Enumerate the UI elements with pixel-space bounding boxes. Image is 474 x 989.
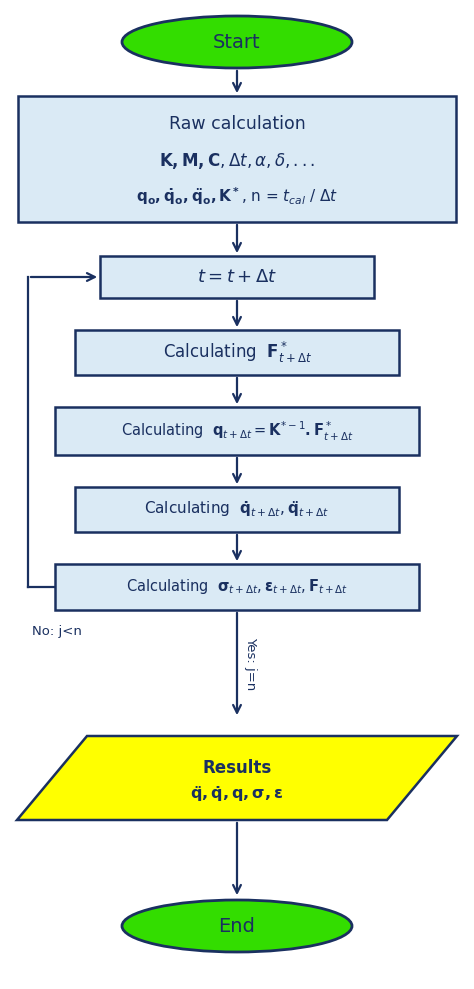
FancyBboxPatch shape [55,564,419,610]
FancyBboxPatch shape [100,256,374,298]
Text: $\mathbf{q_o,\dot{q}_o,\ddot{q}_o,K^*}$, n = $t_{cal}$ / $\Delta t$: $\mathbf{q_o,\dot{q}_o,\ddot{q}_o,K^*}$,… [136,185,338,207]
FancyBboxPatch shape [75,330,399,375]
Text: Raw calculation: Raw calculation [169,115,305,133]
Text: $t = t + \Delta t$: $t = t + \Delta t$ [197,268,277,286]
Text: Calculating  $\mathbf{F}^*_{t+\Delta t}$: Calculating $\mathbf{F}^*_{t+\Delta t}$ [163,340,311,365]
Text: Yes: j=n: Yes: j=n [244,637,257,690]
Text: Calculating  $\mathbf{\sigma}_{t+\Delta t},\mathbf{\varepsilon}_{t+\Delta t},\ma: Calculating $\mathbf{\sigma}_{t+\Delta t… [126,578,348,596]
Text: No: j<n: No: j<n [32,625,82,639]
Polygon shape [17,736,457,820]
Text: End: End [219,917,255,936]
Ellipse shape [122,16,352,68]
FancyBboxPatch shape [75,487,399,532]
FancyBboxPatch shape [18,96,456,222]
Text: $\mathbf{K,M,C},\Delta t,\alpha,\delta,...$: $\mathbf{K,M,C},\Delta t,\alpha,\delta,.… [159,151,315,171]
Text: Start: Start [213,33,261,51]
Text: Calculating  $\mathbf{q}_{t+\Delta t} = \mathbf{K}^{*-1}\mathbf{.F}^*_{t+\Delta : Calculating $\mathbf{q}_{t+\Delta t} = \… [121,419,353,443]
Text: Results: Results [202,759,272,777]
Text: Calculating  $\mathbf{\dot{q}}_{t+\Delta t},\mathbf{\ddot{q}}_{t+\Delta t}$: Calculating $\mathbf{\dot{q}}_{t+\Delta … [144,499,330,519]
Text: $\mathbf{\ddot{q},\dot{q},q,\sigma,\varepsilon}$: $\mathbf{\ddot{q},\dot{q},q,\sigma,\vare… [190,784,284,804]
Ellipse shape [122,900,352,952]
FancyBboxPatch shape [55,407,419,455]
